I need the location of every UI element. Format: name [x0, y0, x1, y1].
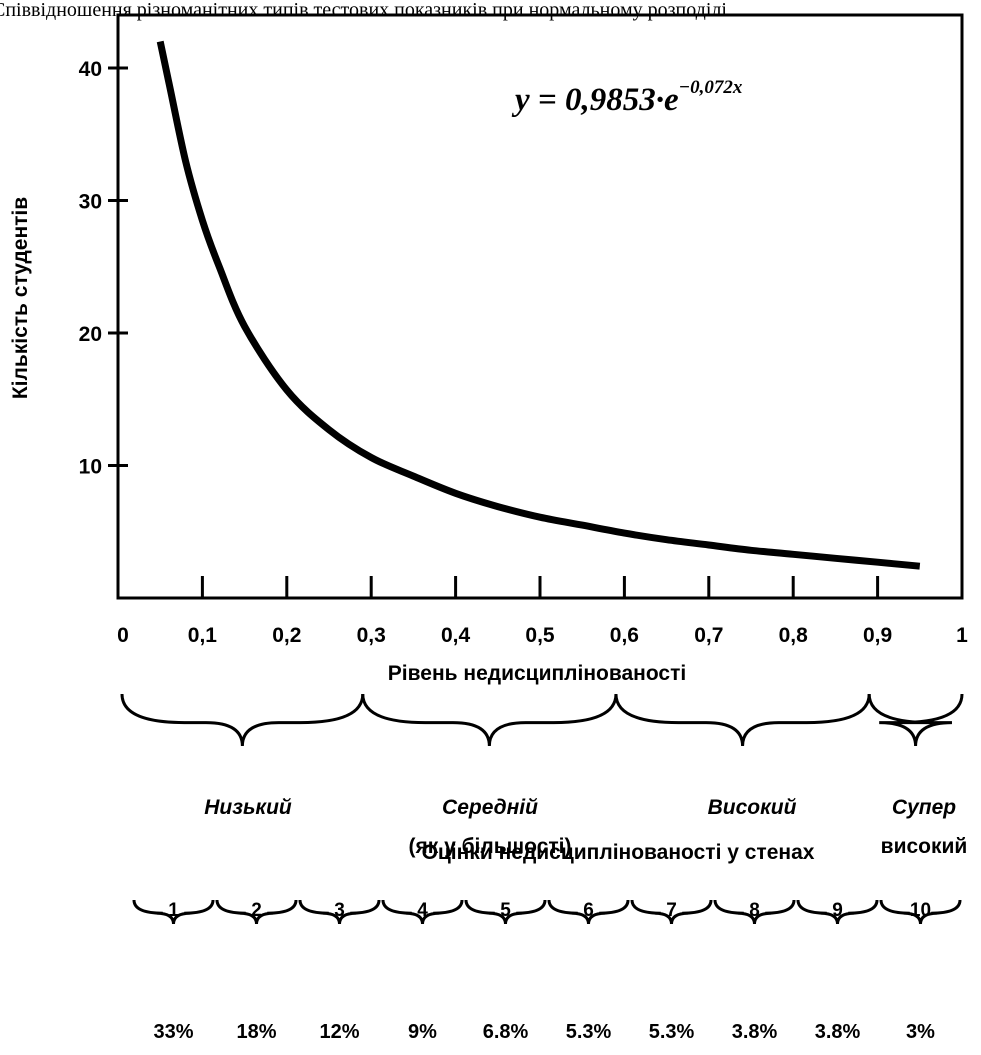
- equation: y = 0,9853·e−0,072x: [511, 77, 743, 118]
- equation-exponent: −0,072x: [679, 77, 743, 98]
- sten-label: 6: [583, 900, 594, 921]
- x-ticks: 0 0,1 0,2 0,3 0,4 0,5 0,6 0,7 0,8 0,9 1: [117, 576, 968, 647]
- category-brace: [122, 694, 363, 746]
- x-tick-label: 0: [117, 624, 129, 647]
- category-brace: [616, 694, 869, 746]
- x-axis-label: Рівень недисциплінованості: [388, 662, 686, 685]
- equation-lhs: y = 0,9853: [511, 82, 656, 118]
- sten-label: 4: [417, 900, 428, 921]
- sten-percent: 3.8%: [815, 1021, 861, 1043]
- y-tick-label: 10: [79, 456, 102, 479]
- x-tick-label: 0,2: [272, 624, 301, 647]
- category-label: Низький: [204, 796, 292, 819]
- sten-percent: 3.8%: [732, 1021, 778, 1043]
- sten-percent: 18%: [236, 1021, 276, 1043]
- series-line: [160, 42, 920, 567]
- sten-label: 5: [500, 900, 511, 921]
- category-label: Високий: [708, 796, 797, 819]
- sten-percent: 5.3%: [649, 1021, 695, 1043]
- sten-percent: 6.8%: [483, 1021, 529, 1043]
- sten-label: 8: [749, 900, 760, 921]
- sten-label: 7: [666, 900, 677, 921]
- sten-title: Оцінки недисциплінованості у стенах: [422, 841, 815, 864]
- equation-dot: ·: [656, 82, 664, 118]
- x-tick-label: 0,8: [779, 624, 809, 647]
- y-tick-label: 20: [79, 323, 102, 346]
- x-tick-label: 0,4: [441, 624, 471, 647]
- y-tick-label: 40: [79, 58, 102, 81]
- sten-percent: 12%: [319, 1021, 359, 1043]
- equation-base: e: [664, 82, 679, 118]
- category-brace: [363, 694, 616, 746]
- sten-percent: 5.3%: [566, 1021, 612, 1043]
- x-tick-label: 0,6: [610, 624, 639, 647]
- sten-label: 9: [832, 900, 843, 921]
- y-axis-label: Кількість студентів: [9, 197, 32, 399]
- sten-percent: 3%: [906, 1021, 935, 1043]
- x-tick-label: 0,7: [694, 624, 723, 647]
- y-ticks: 10 20 30 40: [79, 58, 128, 479]
- sten-label: 2: [251, 900, 262, 921]
- x-tick-label: 1: [956, 624, 968, 647]
- x-tick-label: 0,5: [525, 624, 555, 647]
- sten-label: 10: [910, 900, 931, 921]
- sten-label: 1: [168, 900, 179, 921]
- category-brace: [869, 694, 962, 746]
- x-tick-label: 0,9: [863, 624, 892, 647]
- category-label: Супер: [892, 796, 956, 819]
- sten-scale: 1 33% 2 18% 3 12% 4 9% 5 6.8% 6 5.3% 7 5.3% 8 3.8% 9 3.8%…: [134, 900, 960, 1043]
- x-tick-label: 0,3: [357, 624, 386, 647]
- x-tick-label: 0,1: [188, 624, 218, 647]
- category-label: Середній: [442, 796, 538, 819]
- y-tick-label: 30: [79, 191, 102, 214]
- figure-caption: Співвідношення різноманітних типів тесто…: [0, 0, 727, 21]
- sten-percent: 9%: [408, 1021, 437, 1043]
- category-sublabel: високий: [881, 835, 968, 858]
- category-braces: [122, 694, 962, 746]
- series: [160, 42, 920, 567]
- sten-label: 3: [334, 900, 345, 921]
- sten-percent: 33%: [153, 1021, 193, 1043]
